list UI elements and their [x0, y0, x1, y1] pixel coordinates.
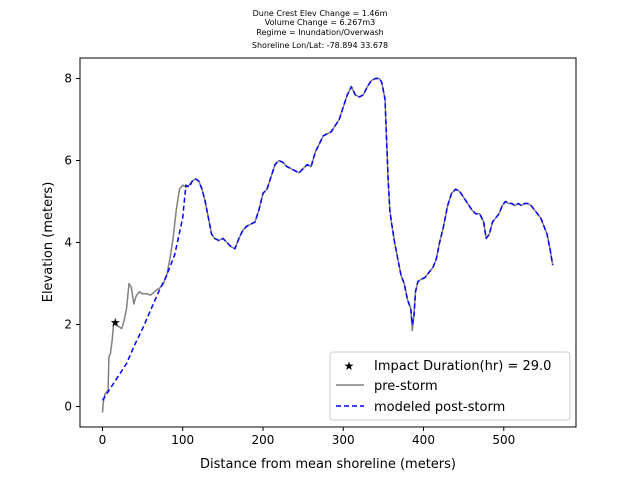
x-tick-label: 0	[99, 433, 107, 447]
series-layer: ★	[101, 77, 554, 413]
x-tick-label: 400	[412, 433, 435, 447]
legend-impact-marker-icon: ★	[344, 359, 355, 373]
title-volume-change: Volume Change = 6.267m3	[264, 18, 376, 27]
legend-box	[329, 351, 571, 421]
y-tick-label: 0	[64, 400, 72, 414]
y-tick-label: 4	[64, 236, 72, 250]
legend-impact-label: Impact Duration(hr) = 29.0	[374, 359, 551, 374]
impact-duration-marker: ★	[110, 315, 121, 329]
title-regime: Regime = Inundation/Overwash	[256, 28, 384, 37]
ticks-layer: 0 100 200 300 400 500 0 2 4 6 8	[64, 72, 515, 448]
title-shoreline-lonlat: Shoreline Lon/Lat: -78.894 33.678	[251, 41, 389, 50]
legend: ★ Impact Duration(hr) = 29.0 pre-storm m…	[329, 351, 571, 421]
post-storm-line	[101, 77, 554, 401]
plot-frame	[79, 57, 577, 428]
y-tick-label: 6	[64, 154, 72, 168]
x-tick-label: 500	[492, 433, 515, 447]
legend-post-storm-label: modeled post-storm	[374, 400, 505, 415]
y-axis-label: Elevation (meters)	[41, 182, 56, 303]
legend-pre-storm-label: pre-storm	[374, 379, 438, 394]
title-dune-crest-change: Dune Crest Elev Change = 1.46m	[252, 9, 388, 18]
x-tick-label: 300	[332, 433, 355, 447]
x-tick-label: 100	[171, 433, 194, 447]
y-tick-label: 2	[64, 318, 72, 332]
y-tick-label: 8	[64, 72, 72, 86]
x-axis-label: Distance from mean shoreline (meters)	[200, 457, 456, 472]
x-tick-label: 200	[252, 433, 275, 447]
